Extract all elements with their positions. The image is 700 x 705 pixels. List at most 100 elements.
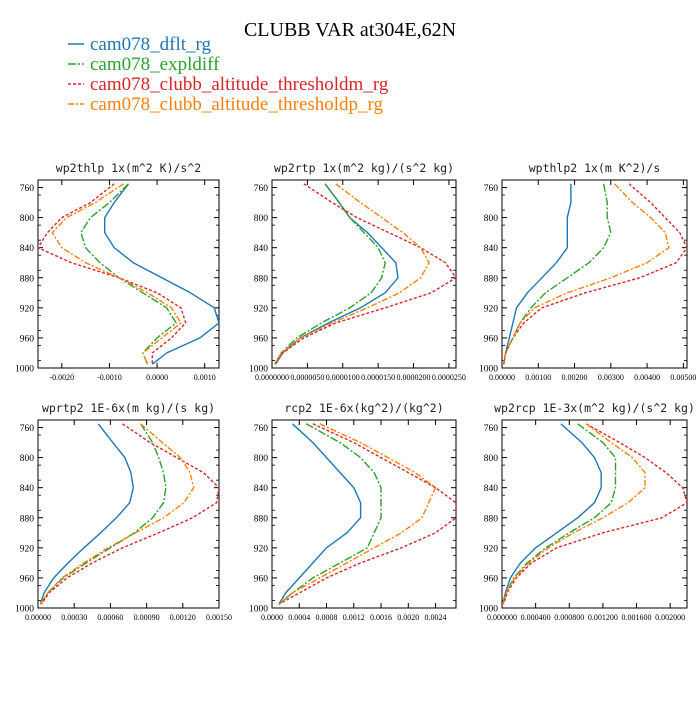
legend-entry: cam078_clubb_altitude_thresholdp_rg [68,94,384,115]
x-tick-label: 0.00500 [670,373,696,382]
series-line-4 [502,423,646,605]
y-tick-label: 760 [254,184,269,194]
y-tick-label: 800 [254,214,269,224]
y-tick-label: 920 [254,544,269,554]
y-tick-label: 920 [20,304,35,314]
y-tick-label: 880 [484,514,499,524]
y-tick-label: 760 [484,184,499,194]
y-tick-label: 880 [20,274,35,284]
series-line-3 [503,423,687,605]
x-tick-label: 0.000800 [554,613,584,622]
panel-title: wprtp2 1E-6x(m kg)/(s kg) [42,401,215,415]
y-tick-label: 880 [254,274,269,284]
y-tick-label: 880 [20,514,35,524]
panel-title: wpthlp2 1x(m K^2)/s [529,161,661,175]
y-tick-label: 1000 [15,365,34,375]
y-tick-label: 800 [484,454,499,464]
panel-title: wp2rtp 1x(m^2 kg)/(s^2 kg) [274,161,454,175]
series-line-2 [502,423,617,605]
y-tick-label: 1000 [479,605,498,615]
y-tick-label: 840 [20,484,35,494]
y-tick-label: 760 [20,184,35,194]
y-tick-label: 880 [484,274,499,284]
plot-frame [37,179,220,369]
y-tick-label: 840 [254,244,269,254]
plot-frame [501,419,688,609]
plot-frame [271,179,457,369]
series-line-2 [274,183,386,365]
y-tick-label: 840 [484,244,499,254]
y-tick-label: 960 [20,574,35,584]
x-tick-label: 0.0000100 [326,373,360,382]
series-line-2 [80,183,177,365]
legend-label: cam078_clubb_altitude_thresholdm_rg [90,74,389,95]
plot-frame [501,179,688,369]
x-tick-label: 0.0000000 [255,373,289,382]
series-line-3 [278,423,456,605]
series-line-2 [503,183,612,365]
panel-6: wp2rcp 1E-3x(m^2 kg)/(s^2 kg) 760 800 840 88… [479,401,695,622]
panel-5: rcp2 1E-6x(kg^2)/(kg^2) 760 800 840 880 920 96… [249,401,457,622]
panel-1: wp2thlp 1x(m^2 K)/s^2 760 800 840 880 920 960 1… [15,161,220,382]
y-tick-label: 760 [20,424,35,434]
x-tick-label: 0.000000 [487,613,517,622]
panel-2: wp2rtp 1x(m^2 kg)/(s^2 kg) 760 800 840 880 92… [249,161,466,382]
x-tick-label: 0.0016 [370,613,392,622]
x-tick-label: 0.0000 [146,373,168,382]
x-tick-label: 0.000400 [521,613,551,622]
series-line-4 [274,183,430,365]
x-tick-label: 0.00120 [170,613,196,622]
y-tick-label: 840 [484,484,499,494]
legend-entry: cam078_dflt_rg [68,34,212,55]
legend-label: cam078_dflt_rg [90,34,212,55]
y-tick-label: 760 [484,424,499,434]
y-tick-label: 800 [20,214,35,224]
plot-frame [37,419,220,609]
x-tick-label: 0.002000 [655,613,685,622]
x-tick-label: 0.00200 [562,373,588,382]
y-tick-label: 960 [20,334,35,344]
x-tick-label: 0.00300 [598,373,624,382]
series-group [502,423,687,605]
series-line-2 [278,423,382,605]
y-tick-label: 1000 [479,365,498,375]
legend-label: cam078_expldiff [90,54,220,75]
x-tick-label: 0.0004 [288,613,310,622]
x-tick-label: 0.00400 [634,373,660,382]
x-tick-label: 0.00150 [206,613,232,622]
series-line-4 [51,183,182,365]
x-tick-label: 0.0008 [316,613,338,622]
legend-entry: cam078_expldiff [68,54,220,75]
series-line-4 [39,423,195,605]
series-group [274,183,456,365]
y-tick-label: 960 [254,334,269,344]
y-tick-label: 840 [254,484,269,494]
x-tick-label: 0.0000250 [432,373,466,382]
series-line-2 [39,423,167,605]
y-tick-label: 920 [20,544,35,554]
series-line-1 [278,423,362,605]
panel-title: wp2thlp 1x(m^2 K)/s^2 [56,161,201,175]
y-tick-label: 800 [20,454,35,464]
legend-entry: cam078_clubb_altitude_thresholdm_rg [68,74,389,95]
y-tick-label: 960 [484,334,499,344]
y-tick-label: 960 [484,574,499,584]
y-tick-label: 1000 [15,605,34,615]
panel-3: wpthlp2 1x(m K^2)/s 760 800 840 880 920 960 100… [479,161,696,382]
series-line-1 [39,423,135,605]
y-tick-label: 920 [484,304,499,314]
x-tick-label: 0.00000 [25,613,51,622]
series-line-1 [503,183,572,365]
x-tick-label: 0.001600 [622,613,652,622]
x-tick-label: 0.00030 [61,613,87,622]
series-group [38,183,219,365]
series-line-3 [503,183,687,365]
x-tick-label: 0.001200 [588,613,618,622]
y-tick-label: 1000 [249,365,268,375]
x-tick-label: 0.0000050 [290,373,324,382]
x-tick-label: 0.0010 [194,373,216,382]
x-tick-label: 0.0012 [343,613,365,622]
panel-4: wprtp2 1E-6x(m kg)/(s kg) 760 800 840 880 920… [15,401,232,622]
panel-title: wp2rcp 1E-3x(m^2 kg)/(s^2 kg) [494,401,695,415]
x-tick-label: 0.00000 [489,373,515,382]
